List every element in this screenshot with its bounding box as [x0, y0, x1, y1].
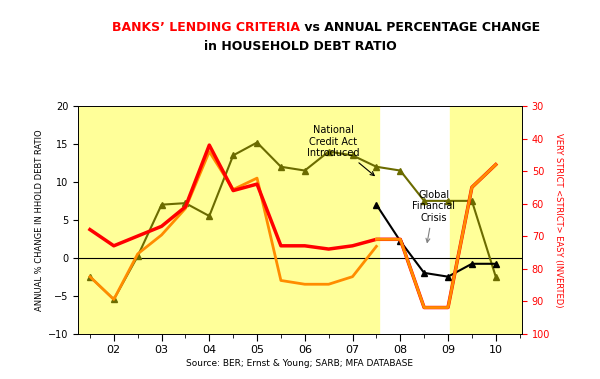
Text: in HOUSEHOLD DEBT RATIO: in HOUSEHOLD DEBT RATIO: [203, 40, 397, 53]
Text: Source: BER; Ernst & Young; SARB; MFA DATABASE: Source: BER; Ernst & Young; SARB; MFA DA…: [187, 359, 413, 368]
Text: vs ANNUAL PERCENTAGE CHANGE: vs ANNUAL PERCENTAGE CHANGE: [300, 21, 540, 34]
Text: National
Credit Act
Introduced: National Credit Act Introduced: [307, 125, 374, 175]
Text: BANKS’ LENDING CRITERIA: BANKS’ LENDING CRITERIA: [112, 21, 300, 34]
Bar: [78, 106, 379, 334]
Y-axis label: VERY STRICT <STRICT> EASY (INVERTED): VERY STRICT <STRICT> EASY (INVERTED): [554, 133, 563, 307]
Y-axis label: ANNUAL % CHANGE IN HHOLD DEBT RATIO: ANNUAL % CHANGE IN HHOLD DEBT RATIO: [35, 129, 44, 311]
Bar: [451, 106, 522, 334]
Text: Global
Financial
Crisis: Global Financial Crisis: [412, 190, 455, 243]
